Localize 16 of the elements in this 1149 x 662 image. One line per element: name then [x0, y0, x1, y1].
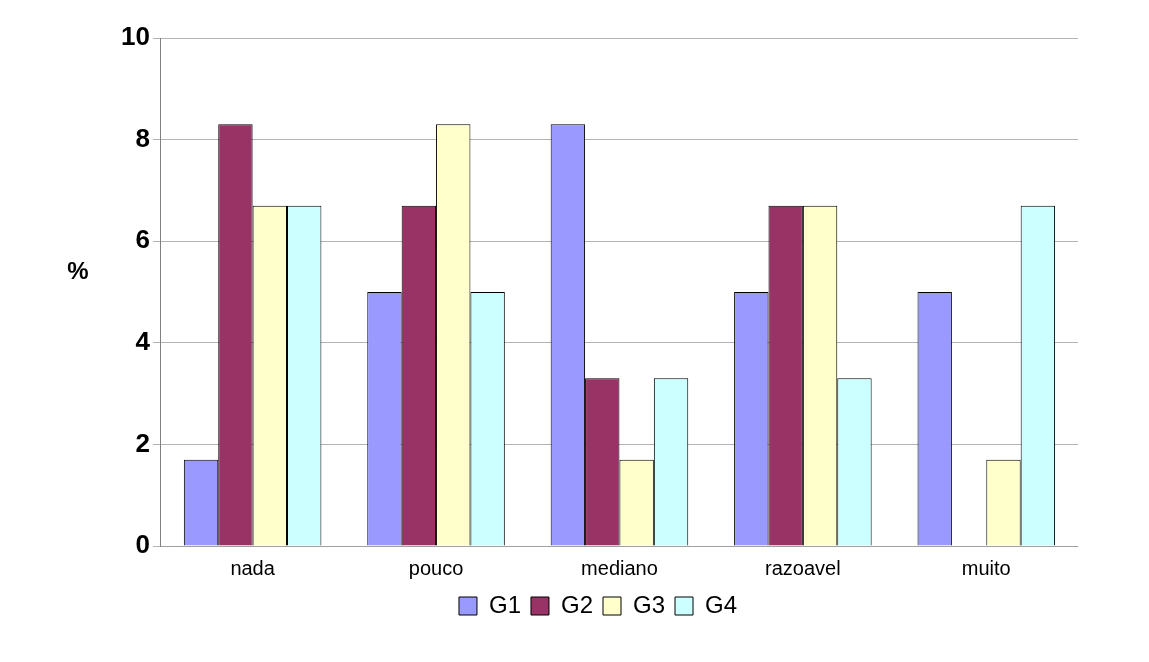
y-tick-label: 2 [135, 427, 150, 458]
legend-label: G1 [488, 590, 521, 618]
legend-label: G3 [633, 590, 666, 618]
x-tick-label: pouco [408, 556, 464, 579]
x-tick-label: nada [230, 556, 276, 579]
x-tick-label: mediano [581, 556, 658, 579]
y-tick-label: 10 [121, 21, 150, 52]
x-tick-label: muito [961, 556, 1011, 579]
y-tick-label: 4 [135, 325, 151, 356]
y-tick-label: 8 [135, 122, 150, 153]
legend-label: G4 [705, 590, 738, 618]
y-axis-title: % [67, 256, 89, 284]
legend-label: G2 [560, 590, 593, 618]
x-tick-label: razoavel [765, 556, 841, 579]
y-tick-label: 0 [135, 529, 150, 560]
y-tick-label: 6 [135, 224, 150, 255]
